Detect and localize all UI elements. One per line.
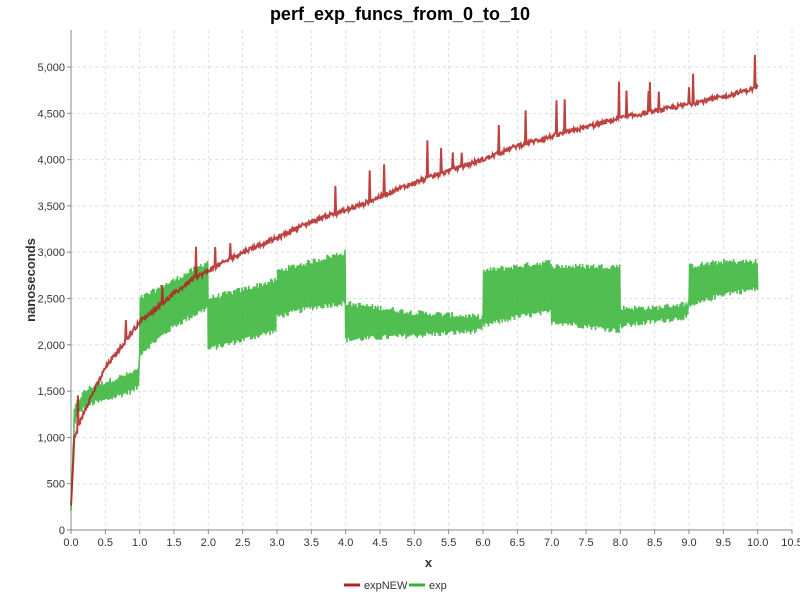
x-tick-label: 3.0: [269, 537, 284, 549]
x-tick-label: 6.5: [510, 537, 525, 549]
x-tick-label: 4.5: [372, 537, 387, 549]
legend-label-expNEW: expNEW: [364, 580, 408, 592]
x-tick-label: 5.5: [441, 537, 456, 549]
y-tick-label: 1,000: [37, 432, 65, 444]
x-tick-label: 2.5: [235, 537, 250, 549]
y-axis-label: nanoseconds: [23, 238, 38, 322]
y-tick-label: 0: [59, 525, 65, 537]
x-tick-label: 10.0: [747, 537, 768, 549]
y-tick-label: 5,000: [37, 62, 65, 74]
series-line-expNEW: [70, 54, 759, 506]
y-tick-label: 4,000: [37, 155, 65, 167]
x-tick-label: 8.0: [613, 537, 628, 549]
y-tick-label: 4,500: [37, 108, 65, 120]
y-tick-label: 3,500: [37, 201, 65, 213]
x-tick-label: 3.5: [304, 537, 319, 549]
x-tick-label: 1.5: [166, 537, 181, 549]
x-tick-label: 0.5: [98, 537, 113, 549]
series-line-exp: [70, 249, 759, 511]
x-tick-label: 7.0: [544, 537, 559, 549]
x-tick-label: 4.0: [338, 537, 353, 549]
x-tick-label: 8.5: [647, 537, 662, 549]
x-tick-label: 10.5: [781, 537, 800, 549]
y-tick-label: 500: [47, 479, 65, 491]
y-tick-label: 3,000: [37, 247, 65, 259]
y-tick-label: 2,000: [37, 340, 65, 352]
chart-title: perf_exp_funcs_from_0_to_10: [269, 4, 531, 24]
x-tick-label: 2.0: [201, 537, 216, 549]
y-tick-label: 2,500: [37, 294, 65, 306]
x-tick-label: 5.0: [407, 537, 422, 549]
x-axis-label: x: [425, 555, 433, 570]
x-tick-label: 1.0: [132, 537, 147, 549]
y-tick-label: 1,500: [37, 386, 65, 398]
x-tick-label: 0.0: [63, 537, 78, 549]
legend-label-exp: exp: [429, 580, 447, 592]
x-tick-label: 9.0: [681, 537, 696, 549]
x-tick-label: 7.5: [578, 537, 593, 549]
x-tick-label: 9.5: [716, 537, 731, 549]
x-tick-label: 6.0: [475, 537, 490, 549]
